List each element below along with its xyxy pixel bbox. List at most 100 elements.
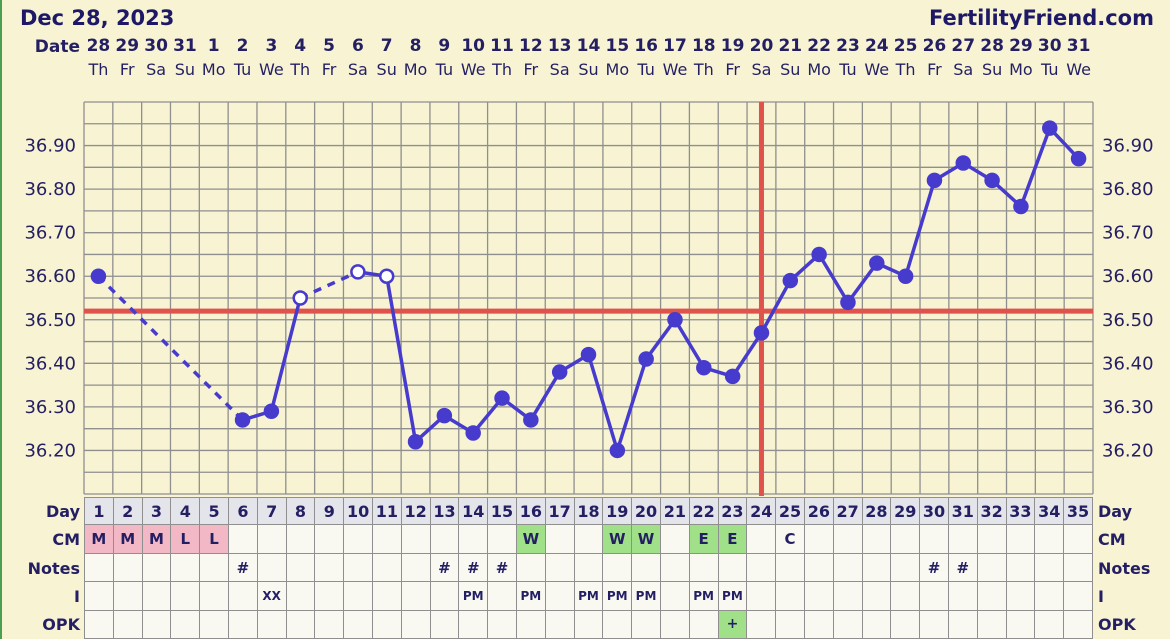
temp-point-day-13[interactable] <box>436 407 453 424</box>
notes-cell-day-31: # <box>948 553 978 583</box>
temp-point-day-12[interactable] <box>407 433 424 450</box>
date-cell-25: 21 <box>778 36 803 56</box>
day-cell-day-16[interactable]: 16 <box>516 497 546 526</box>
temp-point-day-25[interactable] <box>782 272 799 289</box>
temp-point-day-17[interactable] <box>551 364 568 380</box>
day-cell-day-6[interactable]: 6 <box>228 497 258 526</box>
weekday-cell-21: We <box>662 60 688 79</box>
temp-point-day-1[interactable] <box>90 268 107 284</box>
opk-cell-day-12 <box>401 610 431 639</box>
weekday-cell-5: Mo <box>201 60 226 79</box>
cm-cell-day-32 <box>977 525 1007 554</box>
date-cell-16: 12 <box>519 36 543 56</box>
day-cell-day-7[interactable]: 7 <box>257 497 287 526</box>
temp-point-day-19[interactable] <box>609 442 626 459</box>
day-cell-day-2[interactable]: 2 <box>113 497 143 526</box>
y-axis-label-left-36.80: 36.80 <box>24 179 76 200</box>
temp-point-day-28[interactable] <box>869 255 885 271</box>
day-cell-day-22[interactable]: 22 <box>689 497 719 526</box>
temp-point-day-32[interactable] <box>984 172 1000 189</box>
temp-point-open-day-8[interactable] <box>292 290 308 306</box>
notes-cell-day-34 <box>1035 553 1065 583</box>
day-cell-day-34[interactable]: 34 <box>1035 497 1065 526</box>
i-cell-day-10 <box>344 582 373 611</box>
temp-point-day-20[interactable] <box>638 351 654 367</box>
day-cell-day-31[interactable]: 31 <box>948 497 978 526</box>
i-cell-day-11 <box>372 582 402 611</box>
cm-cell-day-6 <box>228 525 258 554</box>
weekday-cell-7: We <box>259 60 284 79</box>
day-cell-day-11[interactable]: 11 <box>372 497 402 526</box>
day-cell-day-8[interactable]: 8 <box>286 497 316 526</box>
day-cell-day-25[interactable]: 25 <box>776 497 805 526</box>
day-cell-day-35[interactable]: 35 <box>1064 497 1093 526</box>
day-cell-day-26[interactable]: 26 <box>804 497 834 526</box>
temp-point-day-29[interactable] <box>897 268 914 284</box>
day-cell-day-23[interactable]: 23 <box>718 497 748 526</box>
temp-point-open-day-11[interactable] <box>378 268 395 284</box>
temp-point-day-23[interactable] <box>724 368 741 385</box>
temp-point-day-34[interactable] <box>1042 120 1058 136</box>
weekday-cell-25: Su <box>780 60 801 79</box>
date-cell-8: 4 <box>294 36 307 56</box>
day-cell-day-27[interactable]: 27 <box>833 497 863 526</box>
day-cell-day-32[interactable]: 32 <box>977 497 1007 526</box>
date-cell-9: 5 <box>323 36 335 56</box>
temp-point-open-day-10[interactable] <box>350 264 366 280</box>
i-cell-day-23: PM <box>718 582 748 611</box>
date-cell-4: 31 <box>173 36 197 56</box>
notes-cell-day-23 <box>718 553 748 583</box>
temp-point-day-7[interactable] <box>263 403 280 419</box>
notes-cell-day-32 <box>977 553 1007 583</box>
day-cell-day-12[interactable]: 12 <box>401 497 431 526</box>
notes-cell-day-33 <box>1006 553 1036 583</box>
day-cell-day-21[interactable]: 21 <box>660 497 690 526</box>
day-cell-day-1[interactable]: 1 <box>85 497 114 526</box>
temp-point-day-15[interactable] <box>494 390 510 406</box>
temp-point-day-21[interactable] <box>667 312 683 328</box>
cm-cell-day-35 <box>1064 525 1093 554</box>
day-cell-day-18[interactable]: 18 <box>574 497 604 526</box>
i-cell-day-22: PM <box>689 582 719 611</box>
temp-point-day-27[interactable] <box>840 294 856 311</box>
day-cell-day-15[interactable]: 15 <box>488 497 517 526</box>
day-cell-day-29[interactable]: 29 <box>891 497 921 526</box>
day-cell-day-4[interactable]: 4 <box>171 497 201 526</box>
temp-point-day-26[interactable] <box>811 246 827 263</box>
temp-point-day-16[interactable] <box>523 412 539 428</box>
cm-cell-day-2: M <box>113 525 143 554</box>
temp-point-day-31[interactable] <box>955 155 972 171</box>
temp-point-day-18[interactable] <box>580 346 597 363</box>
date-cell-18: 14 <box>576 36 601 56</box>
temp-point-day-30[interactable] <box>926 172 943 189</box>
day-cell-day-28[interactable]: 28 <box>862 497 892 526</box>
day-cell-day-30[interactable]: 30 <box>920 497 949 526</box>
day-cell-day-24[interactable]: 24 <box>747 497 777 526</box>
temp-point-day-6[interactable] <box>234 412 251 428</box>
day-cell-day-33[interactable]: 33 <box>1006 497 1036 526</box>
weekday-cell-2: Fr <box>119 60 135 79</box>
day-cell-day-9[interactable]: 9 <box>315 497 345 526</box>
day-cell-day-14[interactable]: 14 <box>459 497 489 526</box>
i-cell-day-27 <box>833 582 863 611</box>
day-cell-day-10[interactable]: 10 <box>344 497 373 526</box>
row-label-left-notes: Notes <box>27 558 80 578</box>
temp-point-day-35[interactable] <box>1070 150 1087 167</box>
day-cell-day-20[interactable]: 20 <box>632 497 661 526</box>
temp-segment-33-34 <box>1019 127 1052 208</box>
temp-point-day-33[interactable] <box>1013 198 1029 215</box>
y-axis-label-left-36.70: 36.70 <box>24 223 76 244</box>
day-cell-day-17[interactable]: 17 <box>545 497 575 526</box>
temp-point-day-22[interactable] <box>696 359 712 376</box>
date-cell-10: 6 <box>351 36 364 56</box>
i-cell-day-26 <box>804 582 834 611</box>
date-cell-3: 30 <box>144 36 168 56</box>
daily-data-table: Day 1 2 3 4 5 6 7 8 9 10 11 12 13 14 15 16 17 18 19 20 21 22 23… <box>2 497 1170 639</box>
day-cell-day-5[interactable]: 5 <box>200 497 229 526</box>
day-cell-day-13[interactable]: 13 <box>430 497 460 526</box>
opk-cell-day-35 <box>1064 610 1093 639</box>
day-cell-day-3[interactable]: 3 <box>142 497 172 526</box>
day-cell-day-19[interactable]: 19 <box>603 497 633 526</box>
temp-point-day-24[interactable] <box>753 325 770 341</box>
temp-point-day-14[interactable] <box>465 425 481 441</box>
